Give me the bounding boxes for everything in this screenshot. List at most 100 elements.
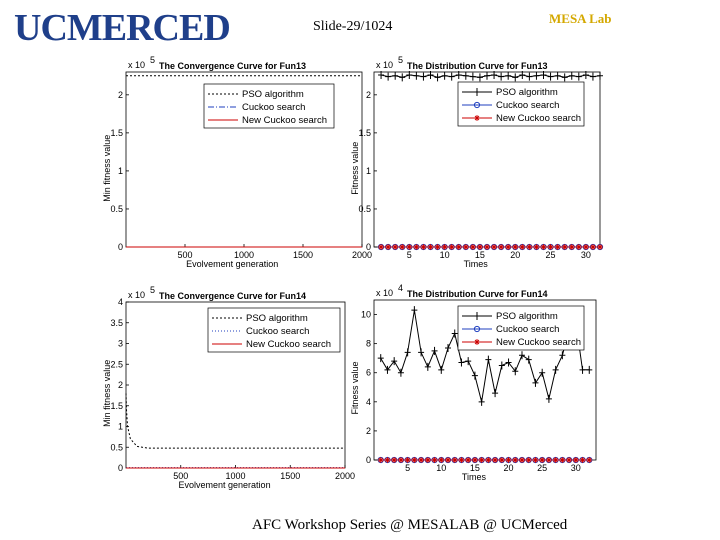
exponent-label: x 10 (376, 288, 393, 298)
series-point (413, 71, 420, 80)
series-point (568, 71, 575, 80)
legend-label: New Cuckoo search (496, 337, 581, 348)
x-tick-label: 10 (440, 250, 450, 260)
series-point (505, 71, 512, 80)
y-tick-label: 1.5 (110, 128, 123, 138)
y-tick-label: 3.5 (110, 318, 123, 328)
series-point (406, 71, 413, 80)
y-tick-label: 0 (118, 242, 123, 252)
series-point (484, 244, 490, 250)
series-point (385, 244, 392, 250)
series-point (462, 71, 469, 80)
x-axis-label: Evolvement generation (186, 259, 278, 269)
x-tick-label: 20 (504, 463, 514, 473)
y-tick-label: 0.5 (110, 442, 123, 452)
series-point (589, 72, 596, 81)
series-point (448, 72, 455, 81)
series-point (505, 244, 512, 250)
series-point (545, 457, 552, 463)
series-point (532, 457, 539, 463)
mesa-lab-label: MESA Lab (549, 11, 612, 26)
series-point (484, 71, 490, 80)
series-point (554, 71, 561, 80)
series-point (427, 71, 434, 80)
series-point (519, 71, 526, 80)
x-tick-label: 30 (581, 250, 591, 260)
series-point (391, 457, 398, 463)
series-point (451, 457, 458, 463)
chart-title: The Distribution Curve for Fun14 (407, 289, 548, 299)
series-point (539, 368, 546, 377)
x-tick-label: 30 (571, 463, 581, 473)
series-point (441, 71, 448, 80)
series-point (512, 367, 519, 376)
x-tick-label: 1000 (225, 471, 245, 481)
series-point (424, 457, 431, 463)
x-tick-label: 5 (405, 463, 410, 473)
series-point (498, 457, 505, 463)
series-point (512, 457, 519, 463)
series-point (406, 244, 413, 250)
exponent-power: 4 (398, 283, 403, 293)
x-axis-label: Evolvement generation (179, 480, 271, 490)
series-point (392, 244, 399, 250)
chart-convergence-fun13: x 10 5 The Convergence Curve for Fun13 0 0.5… (102, 55, 372, 269)
series-point (399, 73, 406, 82)
series-point (476, 244, 483, 250)
series-point (597, 71, 603, 80)
chart-distribution-fun14: x 10 4 The Distribution Curve for Fun14 0 2 4… (350, 283, 597, 482)
series-line (125, 393, 345, 449)
footer-text: AFC Workshop Series @ MESALAB @ UCMerced (252, 517, 568, 533)
series-point (519, 351, 525, 360)
y-tick-label: 1 (118, 422, 123, 432)
series-point (519, 244, 526, 250)
series-point (491, 244, 498, 250)
y-tick-label: 8 (366, 339, 371, 349)
chart-convergence-fun14: x 10 5 The Convergence Curve for Fun14 0 0.5… (102, 285, 355, 490)
series-point (434, 73, 441, 82)
series-point (491, 71, 498, 80)
series-point (420, 72, 427, 81)
y-tick-label: 4 (366, 397, 371, 407)
series-point (561, 73, 568, 82)
series-point (525, 457, 532, 463)
series-point (519, 457, 525, 463)
series-point (418, 348, 425, 357)
series-point (547, 72, 554, 81)
series-point (392, 71, 399, 80)
series-point (399, 244, 406, 250)
series-point (385, 72, 392, 81)
series-point (586, 365, 593, 374)
series-point (485, 355, 492, 364)
series-point (512, 244, 519, 250)
series-point (554, 244, 561, 250)
series-point (391, 357, 398, 366)
series-point (431, 457, 438, 463)
series-point (498, 244, 505, 250)
exponent-power: 5 (150, 55, 155, 65)
x-tick-label: 25 (537, 463, 547, 473)
series-point (404, 457, 411, 463)
series-point (384, 457, 391, 463)
y-tick-label: 1 (366, 166, 371, 176)
series-point (532, 378, 539, 387)
y-tick-label: 2 (366, 90, 371, 100)
series-point (469, 244, 476, 250)
x-tick-label: 1500 (293, 250, 313, 260)
series-point (575, 72, 582, 81)
series-point (561, 244, 568, 250)
series-point (589, 244, 596, 250)
x-tick-label: 500 (177, 250, 192, 260)
legend-marker (473, 101, 481, 109)
series-point (540, 71, 547, 80)
series-point (533, 244, 540, 250)
y-tick-label: 6 (366, 368, 371, 378)
y-tick-label: 10 (361, 310, 371, 320)
series-point (458, 457, 465, 463)
x-tick-label: 15 (475, 250, 485, 260)
series-point (492, 457, 499, 463)
series-point (547, 244, 554, 250)
x-axis-label: Times (462, 472, 487, 482)
series-point (552, 365, 559, 374)
legend-label: PSO algorithm (496, 311, 558, 322)
